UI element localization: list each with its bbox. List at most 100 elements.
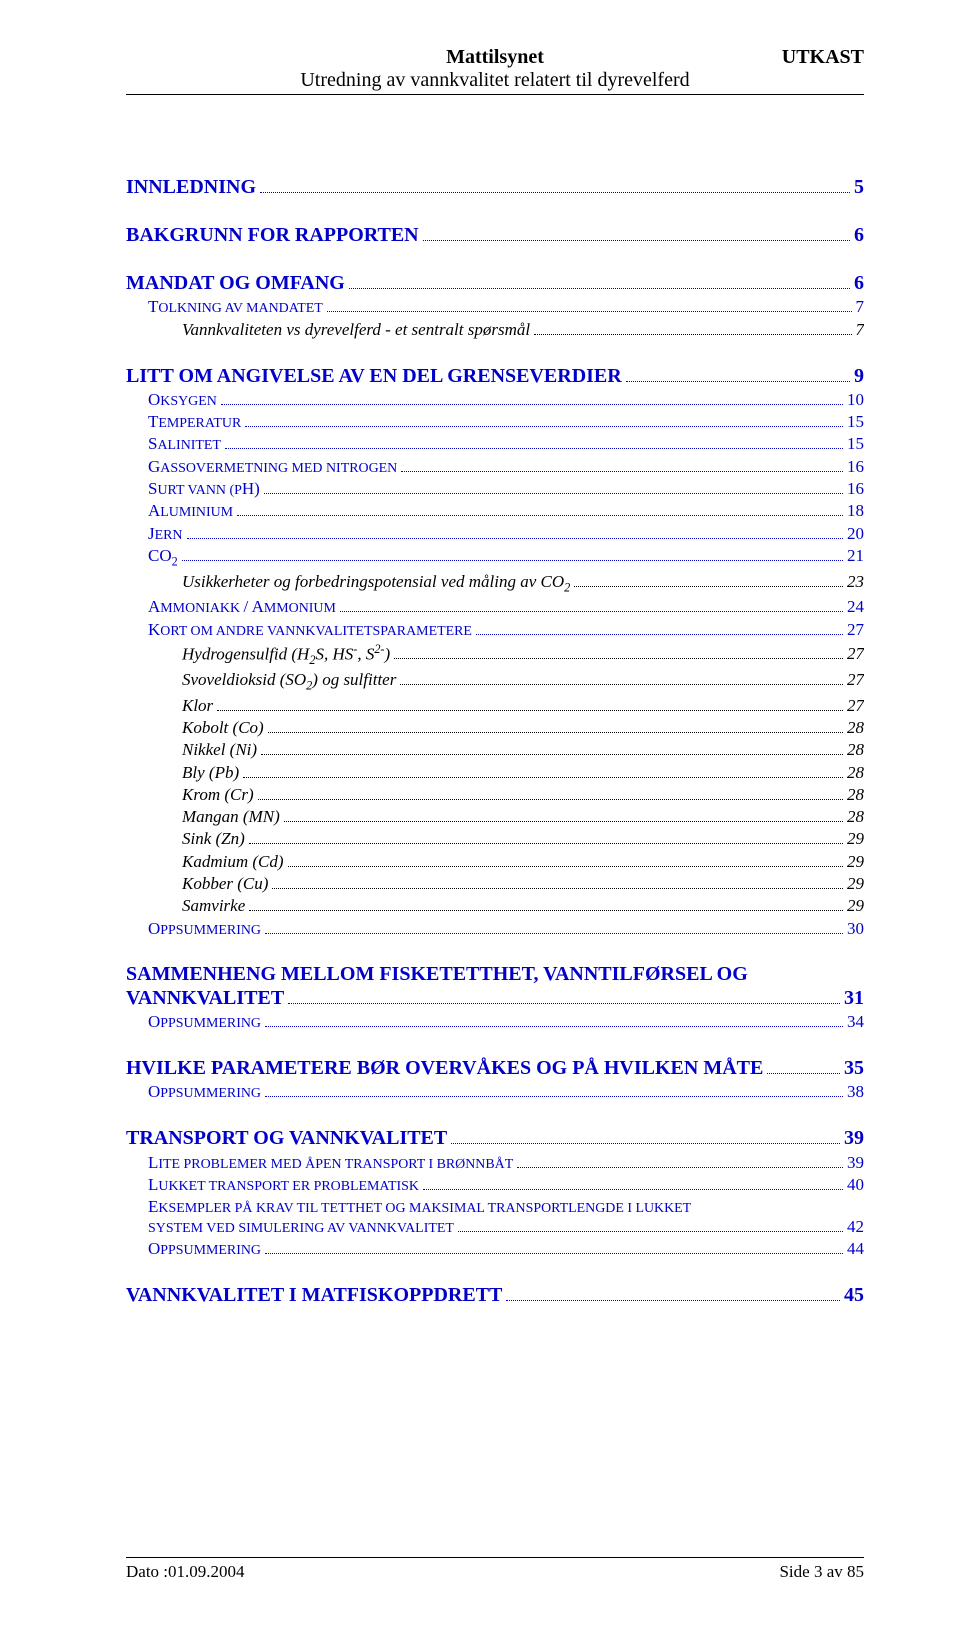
toc-nikkel[interactable]: Nikkel (Ni) 28	[182, 740, 864, 760]
toc-label: AMMONIAKK / AMMONIUM	[148, 597, 336, 617]
toc-label: Usikkerheter og forbedringspotensial ved…	[182, 572, 570, 595]
toc-leader	[258, 785, 843, 800]
toc-label: ALUMINIUM	[148, 501, 233, 521]
toc-sammenheng[interactable]: SAMMENHENG MELLOM FISKETETTHET, VANNTILF…	[126, 963, 864, 1010]
toc-bakgrunn[interactable]: BAKGRUNN FOR RAPPORTEN 6	[126, 223, 864, 247]
toc-page: 7	[856, 297, 865, 317]
toc-label: LITE PROBLEMER MED ÅPEN TRANSPORT I BRØN…	[148, 1153, 513, 1173]
toc-lukket[interactable]: LUKKET TRANSPORT ER PROBLEMATISK 40	[148, 1175, 864, 1195]
toc-litt[interactable]: LITT OM ANGIVELSE AV EN DEL GRENSEVERDIE…	[126, 364, 864, 388]
toc-leader	[243, 762, 843, 777]
toc-label: JERN	[148, 524, 183, 544]
toc-lite[interactable]: LITE PROBLEMER MED ÅPEN TRANSPORT I BRØN…	[148, 1152, 864, 1172]
toc-aluminium[interactable]: ALUMINIUM 18	[148, 501, 864, 521]
toc-opps4[interactable]: OPPSUMMERING 44	[148, 1239, 864, 1259]
toc-opps2[interactable]: OPPSUMMERING 34	[148, 1012, 864, 1032]
toc-bly[interactable]: Bly (Pb) 28	[182, 762, 864, 782]
toc-leader	[340, 597, 843, 612]
toc-krom[interactable]: Krom (Cr) 28	[182, 785, 864, 805]
toc-leader	[767, 1056, 840, 1074]
toc-page: 9	[854, 365, 864, 388]
toc-label: Kobolt (Co)	[182, 718, 264, 738]
header-spacer	[126, 46, 246, 69]
toc-page: 27	[847, 644, 864, 664]
toc-page: 29	[847, 852, 864, 872]
toc-page: 29	[847, 896, 864, 916]
toc-usikker[interactable]: Usikkerheter og forbedringspotensial ved…	[182, 571, 864, 595]
toc-kobolt[interactable]: Kobolt (Co) 28	[182, 718, 864, 738]
toc-page: 15	[847, 434, 864, 454]
toc-page: 10	[847, 390, 864, 410]
toc-hydrogen[interactable]: Hydrogensulfid (H2S, HS-, S2-) 27	[182, 642, 864, 668]
toc-surt[interactable]: SURT VANN (PH) 16	[148, 479, 864, 499]
toc-label: LUKKET TRANSPORT ER PROBLEMATISK	[148, 1175, 419, 1195]
toc-leader	[265, 918, 843, 933]
toc-leader	[506, 1283, 840, 1301]
toc-label: Nikkel (Ni)	[182, 740, 257, 760]
toc-leader	[626, 364, 850, 382]
toc-opps1[interactable]: OPPSUMMERING 30	[148, 918, 864, 938]
toc-tolkning[interactable]: TOLKNING AV MANDATET 7	[148, 297, 864, 317]
toc-temperatur[interactable]: TEMPERATUR 15	[148, 412, 864, 432]
toc-page: 45	[844, 1284, 864, 1307]
toc-kobber[interactable]: Kobber (Cu) 29	[182, 874, 864, 894]
toc-leader	[458, 1217, 843, 1232]
toc-label: Samvirke	[182, 896, 245, 916]
toc-eksempler[interactable]: EKSEMPLER PÅ KRAV TIL TETTHET OG MAKSIMA…	[148, 1197, 864, 1237]
toc-page: 5	[854, 176, 864, 199]
toc-matfisk[interactable]: VANNKVALITET I MATFISKOPPDRETT 45	[126, 1283, 864, 1307]
toc-innledning[interactable]: INNLEDNING 5	[126, 175, 864, 199]
toc-page: 28	[847, 718, 864, 738]
toc-klor[interactable]: Klor 27	[182, 695, 864, 715]
toc-leader	[534, 319, 851, 334]
toc-ammoniakk[interactable]: AMMONIAKK / AMMONIUM 24	[148, 597, 864, 617]
toc-page: 27	[847, 670, 864, 690]
toc-label: VANNKVALITET I MATFISKOPPDRETT	[126, 1284, 502, 1307]
toc-leader	[288, 851, 843, 866]
toc-label: GASSOVERMETNING MED NITROGEN	[148, 457, 397, 477]
toc-leader	[451, 1126, 840, 1144]
toc-page: 28	[847, 785, 864, 805]
toc-label: Mangan (MN)	[182, 807, 280, 827]
footer-rule	[126, 1557, 864, 1558]
toc-leader	[272, 874, 843, 889]
toc-sink[interactable]: Sink (Zn) 29	[182, 829, 864, 849]
toc-jern[interactable]: JERN 20	[148, 523, 864, 543]
toc-page: 27	[847, 620, 864, 640]
toc-hvilke[interactable]: HVILKE PARAMETERE BØR OVERVÅKES OG PÅ HV…	[126, 1056, 864, 1080]
toc-leader	[217, 695, 843, 710]
toc-leader	[394, 644, 843, 659]
toc-page: 29	[847, 829, 864, 849]
footer-date: Dato :01.09.2004	[126, 1562, 245, 1582]
toc-oksygen[interactable]: OKSYGEN 10	[148, 390, 864, 410]
toc-kort[interactable]: KORT OM ANDRE VANNKVALITETSPARAMETERE 27	[148, 619, 864, 639]
toc-label: INNLEDNING	[126, 176, 256, 199]
toc-mangan[interactable]: Mangan (MN) 28	[182, 807, 864, 827]
toc-mandat[interactable]: MANDAT OG OMFANG 6	[126, 271, 864, 295]
toc-page: 6	[854, 224, 864, 247]
toc-kadmium[interactable]: Kadmium (Cd) 29	[182, 851, 864, 871]
toc-label: KORT OM ANDRE VANNKVALITETSPARAMETERE	[148, 620, 472, 640]
toc-leader	[249, 896, 843, 911]
toc-leader	[400, 670, 843, 685]
toc-leader	[284, 807, 843, 822]
toc-page: 40	[847, 1175, 864, 1195]
toc-co2[interactable]: CO2 21	[148, 546, 864, 570]
toc-page: 42	[847, 1217, 864, 1237]
toc-vannkval[interactable]: Vannkvaliteten vs dyrevelferd - et sentr…	[182, 319, 864, 339]
toc-page: 6	[854, 272, 864, 295]
toc-leader	[327, 297, 852, 312]
toc-salinitet[interactable]: SALINITET 15	[148, 434, 864, 454]
toc-samvirke[interactable]: Samvirke 29	[182, 896, 864, 916]
toc-leader	[268, 718, 843, 733]
toc-leader	[249, 829, 843, 844]
toc-transport[interactable]: TRANSPORT OG VANNKVALITET 39	[126, 1126, 864, 1150]
toc-label: Klor	[182, 696, 213, 716]
toc-leader	[349, 271, 850, 289]
toc-svovel[interactable]: Svoveldioksid (SO2) og sulfitter 27	[182, 670, 864, 694]
toc-label: MANDAT OG OMFANG	[126, 272, 345, 295]
toc-gass[interactable]: GASSOVERMETNING MED NITROGEN 16	[148, 456, 864, 476]
toc-label: BAKGRUNN FOR RAPPORTEN	[126, 224, 419, 247]
toc-opps3[interactable]: OPPSUMMERING 38	[148, 1082, 864, 1102]
toc-page: 31	[844, 987, 864, 1010]
